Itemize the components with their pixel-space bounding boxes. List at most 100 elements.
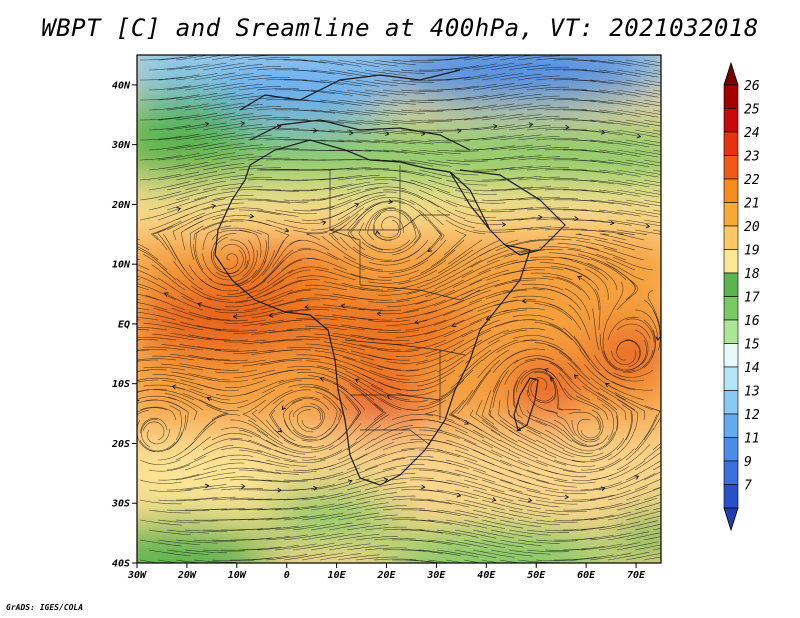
streamline <box>512 239 554 246</box>
streamline <box>418 509 461 516</box>
streamline <box>229 419 269 437</box>
streamline <box>514 355 555 364</box>
streamline <box>445 439 486 456</box>
streamline <box>395 369 438 377</box>
streamline <box>643 536 661 541</box>
streamline <box>612 257 654 271</box>
streamline <box>140 76 182 81</box>
streamline <box>521 267 564 271</box>
streamline <box>508 125 551 131</box>
streamline <box>427 499 470 508</box>
streamline <box>274 505 317 511</box>
streamline-arrowhead <box>528 122 534 128</box>
streamline <box>556 276 591 301</box>
streamline <box>499 559 523 563</box>
streamline <box>436 549 479 558</box>
streamline <box>297 371 339 381</box>
streamline <box>315 269 357 281</box>
lon-tick-label: 50E <box>527 570 546 581</box>
streamline <box>499 155 542 161</box>
streamline <box>427 539 470 547</box>
streamline <box>238 527 281 531</box>
streamline <box>377 329 420 333</box>
streamline <box>246 279 285 299</box>
streamline-arrowhead <box>206 396 212 402</box>
streamline <box>400 149 443 156</box>
streamline <box>157 189 199 201</box>
streamline <box>310 501 353 511</box>
streamline <box>391 159 434 167</box>
streamline <box>292 89 335 95</box>
streamline <box>652 309 661 351</box>
streamline <box>406 279 447 295</box>
border-line <box>330 214 450 231</box>
streamline <box>211 476 254 481</box>
streamline <box>589 466 630 481</box>
streamline <box>328 207 365 231</box>
streamline-arrowhead <box>538 214 543 220</box>
streamline <box>238 106 281 111</box>
streamline <box>229 239 250 270</box>
streamline <box>350 316 393 321</box>
streamline <box>310 199 352 211</box>
streamline <box>542 275 582 291</box>
streamline <box>463 539 506 549</box>
streamline <box>323 304 366 311</box>
streamline <box>151 264 186 291</box>
streamline <box>490 489 532 501</box>
streamline <box>517 499 560 508</box>
streamline <box>451 289 492 306</box>
streamline <box>333 349 375 361</box>
streamline <box>202 122 245 131</box>
streamline <box>534 303 573 321</box>
streamline <box>361 374 402 391</box>
lon-tick-label: 60E <box>577 570 596 581</box>
streamline <box>490 509 533 519</box>
wbpt-light-south-west <box>137 440 280 520</box>
streamline <box>162 380 204 391</box>
streamline <box>643 79 661 84</box>
streamline <box>197 303 240 311</box>
streamline-arrowhead <box>600 486 606 492</box>
streamline <box>409 519 452 525</box>
streamline <box>189 388 231 401</box>
streamline <box>463 219 506 225</box>
streamline <box>328 225 348 251</box>
streamline <box>436 469 478 481</box>
streamline <box>137 293 159 301</box>
streamline <box>535 218 578 221</box>
streamline <box>573 336 600 371</box>
streamline <box>598 189 641 197</box>
streamline <box>418 129 462 132</box>
streamline <box>580 458 621 471</box>
streamline <box>521 249 564 253</box>
streamline <box>607 199 650 208</box>
streamline <box>507 389 524 425</box>
streamline <box>193 472 236 481</box>
streamline <box>580 189 623 196</box>
streamline <box>499 134 542 141</box>
streamline <box>643 408 661 441</box>
streamline <box>549 362 582 391</box>
streamline <box>369 259 411 266</box>
streamline <box>400 189 440 208</box>
streamline <box>139 208 181 221</box>
streamline <box>171 307 213 321</box>
streamline <box>503 307 546 313</box>
streamline <box>373 119 416 125</box>
streamline <box>481 72 524 81</box>
streamline <box>386 378 429 383</box>
streamline <box>477 279 519 292</box>
streamline <box>193 445 234 461</box>
streamline <box>427 219 443 252</box>
streamline <box>652 129 661 132</box>
streamline <box>574 374 609 401</box>
streamline <box>359 266 402 272</box>
streamline <box>296 297 339 301</box>
streamline <box>346 183 389 191</box>
streamline <box>445 519 488 529</box>
lat-tick-label: 10S <box>112 379 130 390</box>
streamline <box>319 99 362 106</box>
streamline <box>148 549 191 557</box>
streamline <box>572 219 614 224</box>
